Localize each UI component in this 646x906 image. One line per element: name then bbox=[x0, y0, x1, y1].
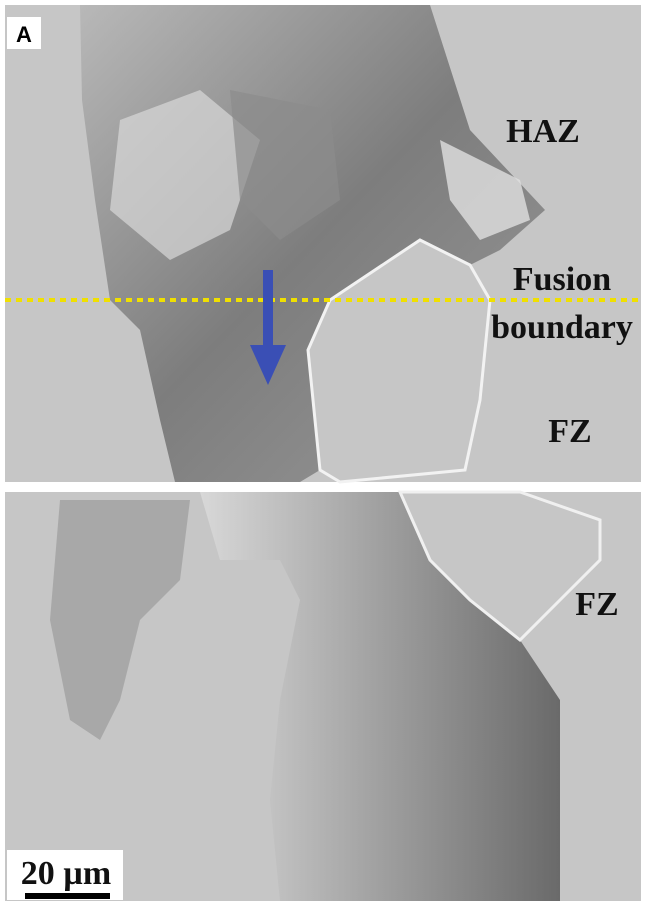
figure: A HAZ Fusion boundary FZ FZ 20 µm bbox=[0, 0, 646, 906]
scale-label: 20 µm bbox=[21, 855, 111, 892]
fusion-label: Fusion bbox=[513, 261, 611, 298]
scale-bar bbox=[25, 893, 110, 899]
haz-label: HAZ bbox=[506, 113, 580, 150]
fusion-label: boundary bbox=[491, 309, 633, 346]
fz-label: FZ bbox=[575, 586, 618, 623]
arrow-shaft bbox=[263, 270, 273, 350]
fz-label: FZ bbox=[548, 413, 591, 450]
panel-label: A bbox=[16, 22, 32, 47]
